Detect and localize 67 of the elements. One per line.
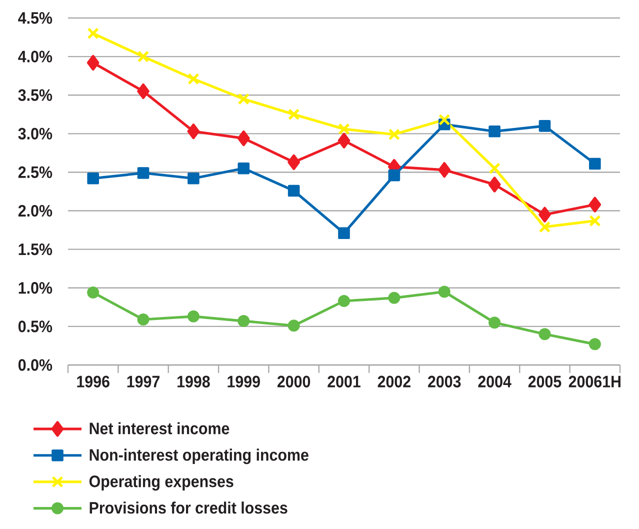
x-tick-label: 1998 <box>178 376 210 388</box>
x-tick-label: 2002 <box>378 376 410 388</box>
x-tick-label: 2004 <box>478 376 512 388</box>
point <box>188 172 200 184</box>
y-tick-label: 0.5% <box>18 320 52 332</box>
point <box>187 310 200 322</box>
y-tick-label: 1.5% <box>18 244 52 256</box>
y-tick-label: 2.0% <box>18 204 52 217</box>
point <box>588 196 602 212</box>
y-tick-label: 2.5% <box>18 166 52 178</box>
x-tick-label: 2005 <box>528 376 562 388</box>
point <box>237 130 250 146</box>
point <box>388 128 400 140</box>
point <box>338 294 350 307</box>
legend-label: Non-interest operating income <box>90 448 308 464</box>
point <box>338 227 350 240</box>
y-tick-label: 1.0% <box>18 282 52 294</box>
point <box>589 214 601 227</box>
point <box>488 125 500 138</box>
point <box>338 132 350 148</box>
point <box>338 123 350 135</box>
point <box>87 286 100 299</box>
x-tick-label: 2000 <box>277 376 310 388</box>
y-tick-label: 3.5% <box>18 89 52 101</box>
x-tick-label: 2003 <box>428 376 461 388</box>
point <box>589 158 601 170</box>
point <box>538 328 551 340</box>
y-tick-label: 4.0% <box>18 50 52 62</box>
point <box>538 221 551 233</box>
y-tick-label: 0.0% <box>18 359 52 371</box>
x-tick-label: 1996 <box>77 376 110 388</box>
point <box>488 176 501 192</box>
y-tick-label: 4.5% <box>18 12 52 24</box>
x-tick-label: 2001 <box>328 376 360 388</box>
point <box>438 114 450 126</box>
legend-label: Net interest income <box>90 422 230 434</box>
point <box>137 314 150 326</box>
point <box>288 108 300 120</box>
point <box>538 120 551 132</box>
point <box>187 124 200 140</box>
point <box>137 83 150 100</box>
point <box>438 162 451 178</box>
point <box>188 73 200 85</box>
point <box>238 162 250 174</box>
x-tick-label: 1997 <box>127 376 160 388</box>
legend-label: Operating expenses <box>89 475 234 491</box>
point <box>87 172 99 184</box>
point <box>238 93 250 105</box>
point <box>388 169 400 182</box>
point <box>438 286 450 298</box>
y-tick-label: 3.0% <box>18 128 52 140</box>
point <box>288 154 300 170</box>
x-tick-label: 20061H <box>568 376 620 388</box>
point <box>488 316 501 329</box>
point <box>87 28 99 40</box>
point <box>137 50 150 62</box>
legend-label: Provisions for credit losses <box>90 502 288 514</box>
point <box>288 184 300 197</box>
point <box>86 54 100 71</box>
point <box>238 315 250 328</box>
point <box>388 292 400 304</box>
point <box>288 320 300 332</box>
point <box>538 206 551 222</box>
x-tick-label: 1999 <box>228 376 260 388</box>
point <box>488 162 500 174</box>
point <box>588 338 601 350</box>
point <box>137 167 150 179</box>
